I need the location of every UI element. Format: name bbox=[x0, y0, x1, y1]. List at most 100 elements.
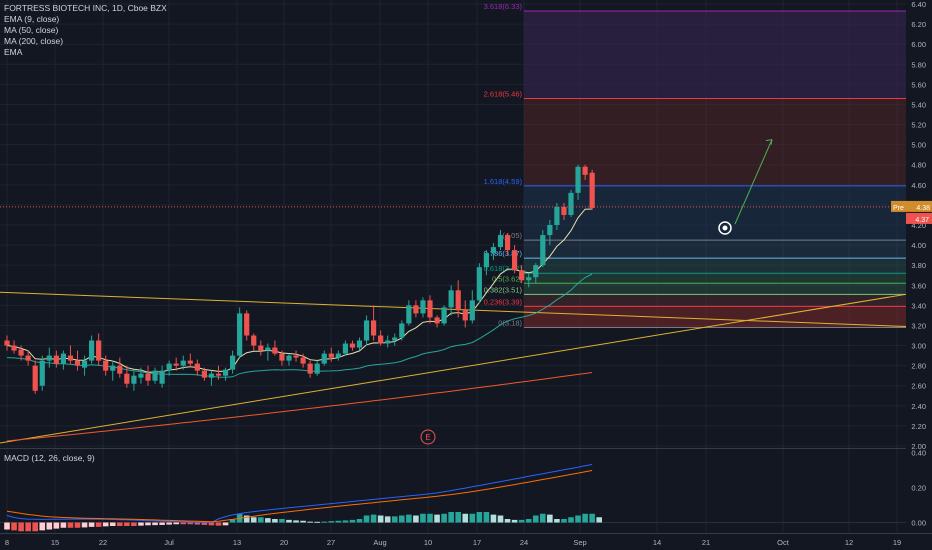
price-tick-label: 2.40 bbox=[911, 402, 926, 411]
macd-histogram-bar bbox=[377, 515, 384, 523]
candle-body bbox=[96, 340, 102, 361]
prev-price-value: 4.38 bbox=[916, 205, 930, 212]
candle-body bbox=[568, 192, 574, 215]
macd-histogram-bar bbox=[145, 522, 151, 526]
price-tick-label: 2.80 bbox=[911, 362, 926, 371]
macd-histogram-bar bbox=[74, 522, 81, 528]
candle-body bbox=[547, 225, 553, 236]
macd-histogram-bar bbox=[102, 522, 109, 527]
candle-body bbox=[335, 353, 341, 358]
fib-label: 0.382(3.51) bbox=[484, 285, 523, 294]
legend-symbol[interactable]: FORTRESS BIOTECH INC, 1D, Cboe BZX bbox=[4, 3, 167, 13]
candle-body bbox=[300, 357, 306, 364]
candle-body bbox=[349, 343, 356, 348]
price-tick-label: 3.40 bbox=[911, 301, 926, 310]
macd-legend[interactable]: MACD (12, 26, close, 9) bbox=[4, 453, 95, 463]
fib-zone bbox=[524, 11, 906, 99]
candle-body bbox=[4, 340, 10, 346]
candle-body bbox=[60, 353, 66, 364]
candle-body bbox=[371, 320, 377, 336]
candle-body bbox=[392, 337, 398, 341]
candle-body bbox=[258, 345, 264, 351]
legend-ema9[interactable]: EMA (9, close) bbox=[4, 14, 60, 24]
fib-label: 2.618(5.46) bbox=[484, 89, 523, 98]
candle-body bbox=[321, 353, 327, 364]
macd-histogram-bar bbox=[265, 518, 271, 523]
candle-body bbox=[244, 313, 250, 336]
macd-histogram-bar bbox=[194, 522, 201, 525]
macd-histogram-bar bbox=[152, 522, 158, 526]
fib-zone bbox=[524, 306, 906, 328]
macd-histogram-bar bbox=[532, 515, 539, 523]
candle-body bbox=[180, 360, 186, 366]
macd-histogram-bar bbox=[370, 514, 377, 523]
candle-body bbox=[490, 247, 497, 254]
candle-body bbox=[434, 317, 440, 324]
macd-histogram-bar bbox=[215, 522, 222, 526]
macd-histogram-bar bbox=[272, 519, 278, 523]
macd-histogram-bar bbox=[307, 521, 313, 523]
macd-histogram-bar bbox=[420, 513, 426, 523]
last-price-badge bbox=[906, 212, 932, 224]
macd-histogram-bar bbox=[88, 522, 95, 527]
macd-histogram-bar bbox=[589, 513, 595, 523]
macd-histogram-bar bbox=[554, 519, 560, 523]
legend-ma200[interactable]: MA (200, close) bbox=[4, 36, 64, 46]
macd-tick-label: 0.00 bbox=[911, 519, 926, 528]
legend-ma50[interactable]: MA (50, close) bbox=[4, 25, 59, 35]
candle-body bbox=[448, 290, 454, 308]
candle-body bbox=[11, 345, 17, 351]
candle-body bbox=[138, 373, 144, 378]
macd-histogram-bar bbox=[462, 513, 469, 523]
macd-histogram-bar bbox=[95, 522, 102, 527]
macd-histogram-bar bbox=[448, 512, 454, 523]
price-tick-label: 6.00 bbox=[911, 40, 926, 49]
candle-body bbox=[46, 355, 52, 361]
candle-body bbox=[159, 370, 165, 384]
candle-body bbox=[124, 373, 130, 384]
macd-histogram-bar bbox=[286, 519, 292, 523]
projection-arrow bbox=[734, 139, 773, 225]
time-tick-label: Aug bbox=[373, 538, 386, 547]
macd-histogram-bar bbox=[497, 515, 504, 523]
candle-body bbox=[462, 310, 468, 321]
legend-ema[interactable]: EMA bbox=[4, 47, 23, 57]
price-tick-label: 3.80 bbox=[911, 261, 926, 270]
macd-histogram-bar bbox=[279, 519, 285, 523]
price-tick-label: 5.80 bbox=[911, 60, 926, 69]
candle-body bbox=[476, 267, 482, 301]
macd-histogram-bar bbox=[222, 522, 229, 526]
candle-body bbox=[307, 363, 313, 374]
macd-histogram-bar bbox=[60, 522, 67, 528]
candle-body bbox=[39, 360, 45, 386]
candle-body bbox=[378, 335, 384, 344]
time-tick-label: 15 bbox=[51, 538, 59, 547]
time-tick-label: Oct bbox=[777, 538, 790, 547]
macd-histogram-bar bbox=[547, 514, 553, 523]
macd-histogram-bar bbox=[434, 514, 440, 523]
macd-histogram-bar bbox=[67, 522, 74, 528]
macd-histogram-bar bbox=[243, 515, 250, 523]
fib-label: 0.236(3.39) bbox=[484, 297, 523, 306]
macd-histogram-bar bbox=[250, 517, 257, 523]
candle-body bbox=[110, 365, 116, 371]
target-marker-icon bbox=[718, 221, 732, 235]
macd-histogram-bar bbox=[117, 522, 123, 526]
candle-body bbox=[103, 360, 109, 371]
price-tick-label: 4.00 bbox=[911, 241, 926, 250]
macd-histogram-bar bbox=[109, 522, 116, 526]
time-tick-label: Jul bbox=[164, 538, 174, 547]
candle-body bbox=[427, 300, 433, 318]
macd-histogram-bar bbox=[391, 516, 398, 523]
macd-histogram-bar bbox=[314, 521, 320, 523]
candle-body bbox=[314, 363, 320, 374]
macd-histogram-bar bbox=[568, 517, 574, 523]
candle-body bbox=[74, 360, 81, 366]
macd-histogram-bar bbox=[53, 522, 60, 529]
candle-body bbox=[582, 166, 588, 175]
candle-body bbox=[67, 355, 74, 361]
fib-zone bbox=[524, 294, 906, 307]
macd-histogram-bar bbox=[363, 515, 370, 523]
price-tick-label: 3.20 bbox=[911, 321, 926, 330]
